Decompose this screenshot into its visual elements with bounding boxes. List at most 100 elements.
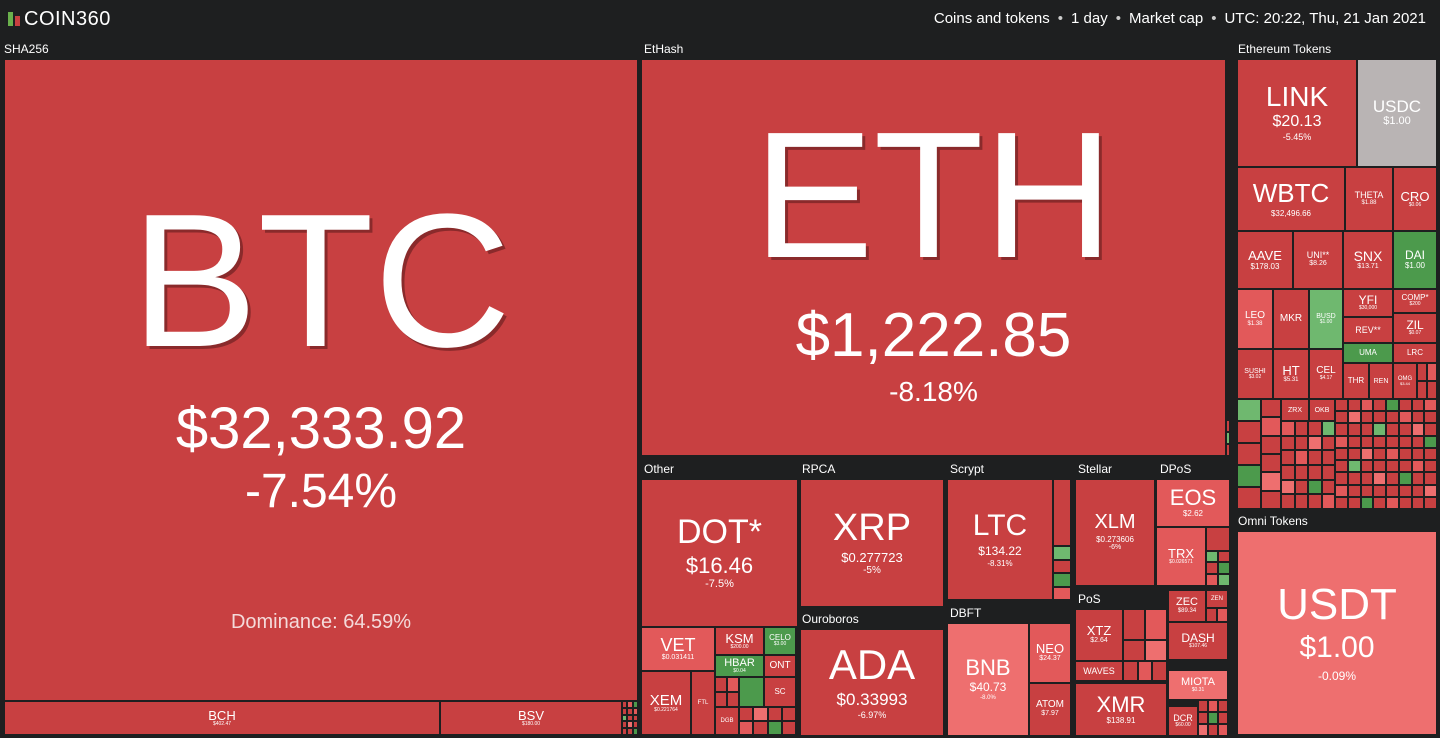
tile-busd[interactable]: BUSD $1.00: [1309, 289, 1343, 349]
coin-change: -7.5%: [705, 578, 734, 591]
coin-price: $200.00: [730, 643, 749, 650]
coin-price: $1.00: [1319, 318, 1333, 325]
tile-yfi[interactable]: YFI $30,000: [1343, 289, 1393, 317]
group-ethereum-tokens: Ethereum Tokens LINK $20.13 -5.45% USDC …: [1234, 40, 1440, 512]
group-misc: ZEC $89.34 ZEN DASH $107.46 MIOTA $0.31 …: [1168, 590, 1232, 738]
small-coins-mosaic[interactable]: [1281, 421, 1335, 509]
tile-usdc[interactable]: USDC $1.00: [1357, 59, 1437, 167]
coin-change: -0.09%: [1317, 669, 1357, 684]
small-coins-mosaic[interactable]: [1206, 527, 1230, 586]
filter-metric[interactable]: Market cap: [1129, 10, 1204, 27]
small-coins-mosaic[interactable]: [1053, 479, 1071, 600]
separator: •: [1115, 10, 1121, 27]
tile-zil[interactable]: ZIL $0.07: [1393, 313, 1437, 343]
tile-miota[interactable]: MIOTA $0.31: [1168, 670, 1228, 700]
tile-eos[interactable]: EOS $2.62: [1156, 479, 1230, 527]
tile-rev[interactable]: REV**: [1343, 317, 1393, 343]
tile-dai[interactable]: DAI $1.00: [1393, 231, 1437, 289]
tile-hbar[interactable]: HBAR $0.04: [715, 655, 764, 677]
coin360-logo[interactable]: COIN360: [8, 7, 111, 31]
tile-bnb[interactable]: BNB $40.73 -8.0%: [947, 623, 1029, 736]
filter-coins-tokens[interactable]: Coins and tokens: [933, 10, 1050, 27]
tile-lrc[interactable]: LRC: [1393, 343, 1437, 363]
small-coins-mosaic[interactable]: [1206, 608, 1228, 622]
tile-xrp[interactable]: XRP $0.277723 -5%: [800, 479, 944, 607]
tile-trx[interactable]: TRX $0.026571: [1156, 527, 1206, 586]
tile-snx[interactable]: SNX $13.71: [1343, 231, 1393, 289]
tile-wbtc[interactable]: WBTC $32,496.66: [1237, 167, 1345, 231]
tile-vet[interactable]: VET $0.031411: [641, 627, 715, 671]
small-coins-mosaic[interactable]: [739, 707, 796, 735]
coin-symbol: BUSD: [1316, 312, 1336, 320]
tile-mkr[interactable]: MKR: [1273, 289, 1309, 349]
tile-link[interactable]: LINK $20.13 -5.45%: [1237, 59, 1357, 167]
tile-eth[interactable]: ETH $1,222.85 -8.18%: [641, 59, 1226, 456]
tile-xlm[interactable]: XLM $0.273606 -6%: [1075, 479, 1155, 586]
tile-uni[interactable]: UNI** $8.26: [1293, 231, 1343, 289]
tile-omg[interactable]: OMG $3.44: [1393, 363, 1417, 399]
tile-dgb[interactable]: DGB: [715, 707, 739, 735]
separator: •: [1057, 10, 1064, 27]
tile-btc[interactable]: BTC $32,333.92 -7.54% Dominance: 64.59%: [4, 59, 638, 701]
tile-sushi[interactable]: SUSHI $3.02: [1237, 349, 1273, 399]
tile-comp[interactable]: COMP* $200: [1393, 289, 1437, 313]
tile-dash[interactable]: DASH $107.46: [1168, 622, 1228, 660]
tile-cel[interactable]: CEL $4.17: [1309, 349, 1343, 399]
coin-price: $30,000: [1358, 305, 1378, 312]
tile-celo[interactable]: CELO $3.00: [764, 627, 796, 655]
tile-thr[interactable]: THR: [1343, 363, 1369, 399]
small-coins-mosaic[interactable]: [1226, 420, 1230, 456]
tile-aave[interactable]: AAVE $178.03: [1237, 231, 1293, 289]
tile-ht[interactable]: HT $5.31: [1273, 349, 1309, 399]
coin-symbol: LEO: [1244, 309, 1265, 321]
coin-price: $138.91: [1106, 715, 1136, 725]
small-coins-mosaic[interactable]: [1123, 661, 1167, 681]
tile-ont[interactable]: ONT: [764, 655, 796, 677]
coin-symbol: FTL: [697, 700, 709, 706]
tile-ada[interactable]: ADA $0.33993 -6.97%: [800, 629, 944, 736]
small-coins-mosaic[interactable]: [1237, 399, 1261, 509]
tile-bsv[interactable]: BSV $180.00: [440, 701, 622, 735]
tile-theta[interactable]: THETA $1.88: [1345, 167, 1393, 231]
coin-symbol: THR: [1347, 376, 1365, 385]
tile-xtz[interactable]: XTZ $2.64: [1075, 609, 1123, 661]
tile-zec[interactable]: ZEC $89.34: [1168, 590, 1206, 622]
tile-leo[interactable]: LEO $1.38: [1237, 289, 1273, 349]
tile-zrx[interactable]: ZRX: [1281, 399, 1309, 421]
tile-okb[interactable]: OKB: [1309, 399, 1335, 421]
tile-ftl[interactable]: FTL: [691, 671, 715, 735]
tile-dot[interactable]: DOT* $16.46 -7.5%: [641, 479, 798, 627]
coin-symbol: REV**: [1355, 324, 1381, 335]
tile-bch[interactable]: BCH $402.47: [4, 701, 440, 735]
tile-sc[interactable]: SC: [764, 677, 796, 707]
coin-symbol: KSM: [725, 630, 754, 646]
coin-symbol: NEO: [1035, 641, 1065, 657]
coin-price: $7.97: [1041, 710, 1059, 718]
small-coins-mosaic[interactable]: [1417, 363, 1437, 399]
filter-period[interactable]: 1 day: [1071, 10, 1108, 27]
tile-cro[interactable]: CRO $0.06: [1393, 167, 1437, 231]
tile-neo[interactable]: NEO $24.37: [1029, 623, 1071, 683]
tile-xmr[interactable]: XMR $138.91: [1075, 683, 1167, 736]
coin-price: $1,222.85: [795, 301, 1072, 371]
small-coins-mosaic[interactable]: [1261, 399, 1281, 509]
tile-uma[interactable]: UMA: [1343, 343, 1393, 363]
tile-waves[interactable]: WAVES: [1075, 661, 1123, 681]
tile-usdt[interactable]: USDT $1.00 -0.09%: [1237, 531, 1437, 735]
small-coins-mosaic[interactable]: [715, 677, 739, 707]
small-coins-mosaic[interactable]: [1198, 700, 1228, 736]
coin-price: $20.13: [1272, 113, 1322, 131]
tile-dcr[interactable]: DCR $60.00: [1168, 706, 1198, 736]
tile-scrt[interactable]: [739, 677, 764, 707]
small-coins-mosaic[interactable]: [622, 701, 638, 735]
group-title: PoS: [1078, 592, 1101, 606]
small-coins-mosaic[interactable]: [1123, 609, 1167, 661]
small-coins-mosaic[interactable]: [1335, 399, 1437, 509]
tile-zen[interactable]: ZEN: [1206, 590, 1228, 608]
tile-xem[interactable]: XEM $0.221764: [641, 671, 691, 735]
tile-atom[interactable]: ATOM $7.97: [1029, 683, 1071, 736]
tile-ksm[interactable]: KSM $200.00: [715, 627, 764, 655]
coin-symbol: COMP*: [1401, 293, 1429, 303]
tile-ren[interactable]: REN: [1369, 363, 1393, 399]
tile-ltc[interactable]: LTC $134.22 -8.31%: [947, 479, 1053, 600]
